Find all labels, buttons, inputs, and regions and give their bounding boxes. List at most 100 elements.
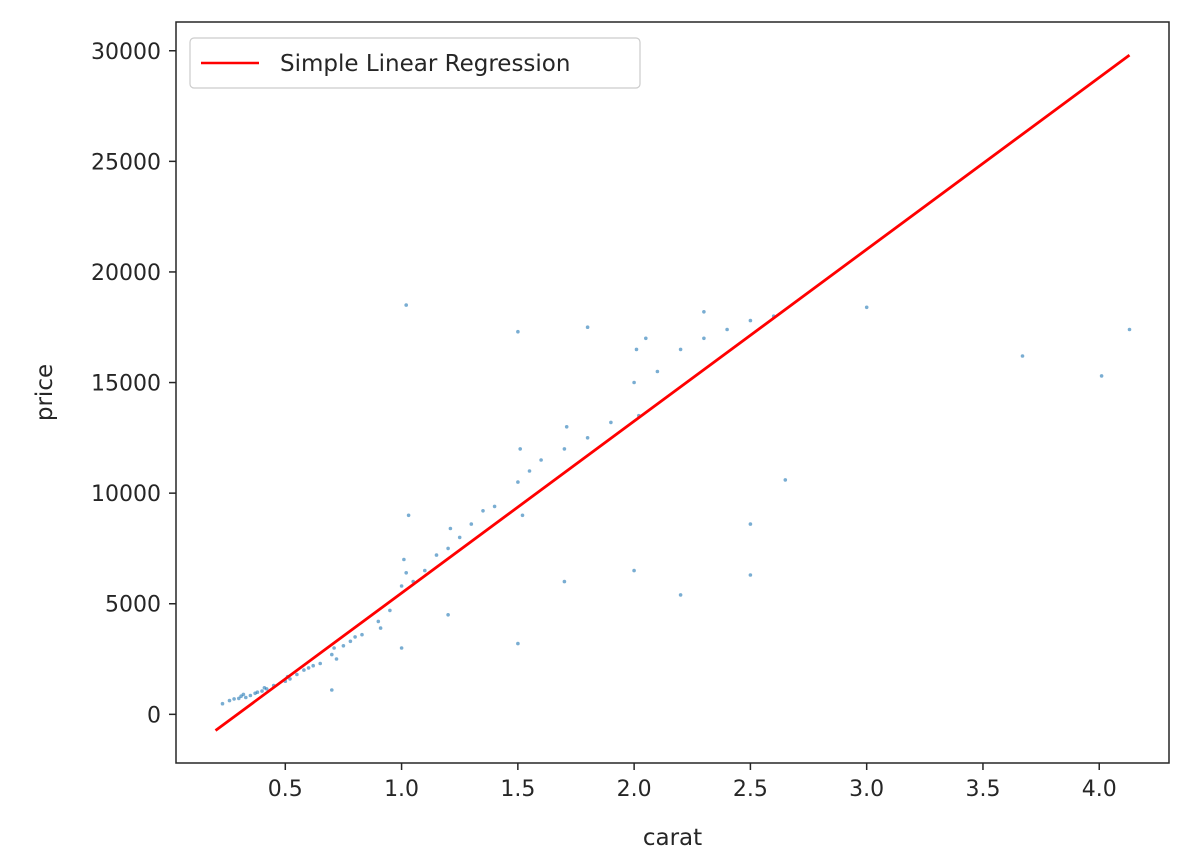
x-tick-label: 2.0	[617, 777, 652, 802]
scatter-point	[1020, 354, 1025, 358]
scatter-point	[520, 513, 525, 518]
scatter-point	[448, 526, 453, 531]
scatter-point	[492, 504, 497, 509]
scatter-point	[585, 325, 590, 330]
scatter-point	[748, 522, 753, 526]
scatter-point	[518, 447, 522, 451]
scatter-point	[748, 573, 753, 577]
scatter-point	[423, 568, 427, 573]
scatter-point	[481, 509, 485, 513]
scatter-point	[434, 553, 439, 557]
scatter-point	[406, 513, 411, 518]
y-tick-label: 25000	[91, 150, 161, 175]
scatter-point	[562, 579, 567, 584]
scatter-point	[227, 698, 232, 703]
scatter-point	[644, 336, 648, 341]
regression-line-layer	[214, 54, 1131, 732]
scatter-point	[702, 336, 706, 341]
scatter-point	[585, 436, 590, 440]
legend-box	[189, 37, 641, 89]
scatter-point	[469, 522, 474, 526]
scatter-point	[1127, 327, 1132, 332]
scatter-point	[748, 318, 753, 323]
scatter-point	[516, 329, 520, 334]
scatter-point	[564, 425, 569, 429]
scatter-point	[295, 672, 299, 677]
y-tick-label: 5000	[105, 593, 161, 618]
scatter-point	[632, 380, 636, 385]
scatter-point	[353, 635, 357, 639]
scatter-point	[446, 546, 450, 551]
scatter-point	[378, 626, 383, 630]
scatter-point	[527, 469, 532, 473]
scatter-point	[237, 696, 241, 701]
scatter-point	[264, 687, 269, 691]
x-tick-label: 2.5	[733, 777, 768, 802]
scatter-point	[241, 692, 246, 697]
x-tick-label: 3.0	[849, 777, 884, 802]
scatter-point	[678, 593, 683, 597]
scatter-point	[399, 584, 404, 588]
y-axis-ticks: 0 5000 10000 15000 20000 25000 30000	[91, 40, 176, 728]
scatter-point	[244, 695, 248, 700]
y-tick-label: 0	[147, 703, 161, 728]
scatter-point	[399, 646, 404, 650]
scatter-point	[446, 613, 450, 617]
scatter-point	[334, 657, 339, 661]
scatter-point	[330, 688, 334, 692]
scatter-point	[341, 644, 346, 648]
legend-label: Simple Linear Regression	[280, 51, 570, 77]
scatter-point	[609, 420, 613, 425]
scatter-point	[402, 557, 406, 562]
scatter-point	[539, 458, 543, 462]
scatter-point	[220, 701, 225, 706]
scatter-point	[248, 693, 253, 698]
scatter-point	[634, 347, 639, 352]
scatter-point	[302, 668, 306, 672]
scatter-point	[678, 347, 683, 352]
scatter-point	[562, 447, 567, 451]
scatter-point	[655, 369, 660, 374]
regression-line	[214, 54, 1131, 732]
scatter-point	[516, 641, 520, 646]
x-axis-label: carat	[643, 825, 702, 851]
x-tick-label: 4.0	[1082, 777, 1117, 802]
scatter-point	[632, 568, 636, 573]
scatter-points	[220, 303, 1132, 706]
scatter-point	[702, 310, 706, 314]
scatter-point	[457, 535, 462, 540]
y-tick-label: 30000	[91, 40, 161, 65]
scatter-point	[288, 677, 292, 681]
x-tick-label: 1.0	[384, 777, 419, 802]
scatter-point	[360, 632, 364, 637]
scatter-point	[330, 652, 334, 657]
x-tick-label: 1.5	[500, 777, 535, 802]
scatter-point	[306, 666, 311, 670]
scatter-point	[404, 571, 409, 575]
scatter-point	[864, 305, 869, 310]
y-tick-label: 15000	[91, 372, 161, 397]
scatter-point	[725, 327, 729, 332]
scatter-point	[783, 478, 788, 482]
scatter-point	[318, 661, 323, 666]
scatter-point	[255, 690, 260, 694]
scatter-point	[311, 663, 316, 668]
x-tick-label: 3.5	[965, 777, 1000, 802]
scatter-point	[232, 697, 236, 701]
y-tick-label: 10000	[91, 482, 161, 507]
x-tick-label: 0.5	[268, 777, 303, 802]
legend: Simple Linear Regression	[189, 37, 641, 89]
scatter-point	[388, 608, 392, 613]
plot-area-frame	[175, 21, 1170, 764]
y-axis-label: price	[32, 364, 58, 421]
scatter-point	[260, 689, 264, 693]
scatter-point	[1099, 374, 1104, 378]
y-tick-label: 20000	[91, 261, 161, 286]
scatter-point	[404, 303, 409, 307]
x-axis-ticks: 0.5 1.0 1.5 2.0 2.5 3.0 3.5 4.0	[268, 763, 1117, 802]
scatter-point	[376, 619, 381, 624]
scatter-point	[332, 646, 336, 650]
scatter-point	[516, 480, 520, 484]
scatter-point	[348, 639, 353, 644]
